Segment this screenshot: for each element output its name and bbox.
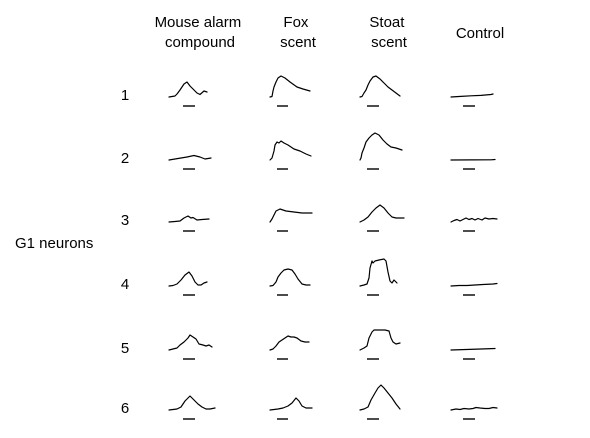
column-header-mouse-alarm-compound: Mouse alarm compound (155, 14, 246, 51)
column-header-stoat-scent: Stoat scent (369, 14, 408, 51)
row-label: 6 (121, 400, 129, 417)
response-trace-stoat-scent (359, 258, 398, 287)
response-trace-control (450, 282, 498, 287)
neuron-rows: 1 2 3 4 5 6 (121, 75, 498, 420)
neuron-row: 6 (121, 384, 498, 420)
response-trace-stoat-scent (359, 132, 403, 161)
neuron-row: 2 (121, 132, 496, 170)
response-trace-fox-scent (269, 140, 312, 161)
row-label: 4 (121, 276, 129, 293)
response-trace-mouse-alarm (168, 215, 210, 223)
response-trace-mouse-alarm (168, 395, 216, 411)
response-trace-control (450, 406, 498, 411)
response-trace-control (450, 217, 498, 223)
response-trace-fox-scent (269, 75, 311, 98)
response-trace-fox-scent (269, 335, 310, 351)
neuron-row: 1 (121, 75, 494, 107)
response-trace-control (450, 158, 496, 161)
row-label: 2 (121, 150, 129, 167)
group-label-g1-neurons: G1 neurons (15, 235, 93, 252)
response-trace-stoat-scent (359, 75, 401, 98)
response-trace-fox-scent (269, 268, 311, 287)
column-header-fox-scent: Fox scent (280, 14, 317, 51)
response-trace-control (450, 347, 496, 351)
column-headers: Mouse alarm compound Fox scent Stoat sce… (155, 14, 505, 51)
response-trace-stoat-scent (359, 204, 405, 223)
response-trace-mouse-alarm (168, 81, 208, 98)
response-trace-fox-scent (269, 397, 313, 411)
column-header-control: Control (456, 25, 504, 42)
response-trace-fox-scent (269, 208, 313, 223)
neuron-row: 3 (121, 204, 498, 232)
response-trace-mouse-alarm (168, 334, 213, 351)
response-trace-stoat-scent (359, 384, 401, 411)
response-trace-control (450, 93, 494, 98)
row-label: 1 (121, 87, 129, 104)
neuron-row: 5 (121, 329, 496, 360)
response-trace-mouse-alarm (168, 271, 208, 287)
row-label: 3 (121, 212, 129, 229)
neuron-row: 4 (121, 258, 498, 296)
response-trace-stoat-scent (359, 329, 401, 351)
response-trace-mouse-alarm (168, 154, 212, 161)
row-label: 5 (121, 340, 129, 357)
